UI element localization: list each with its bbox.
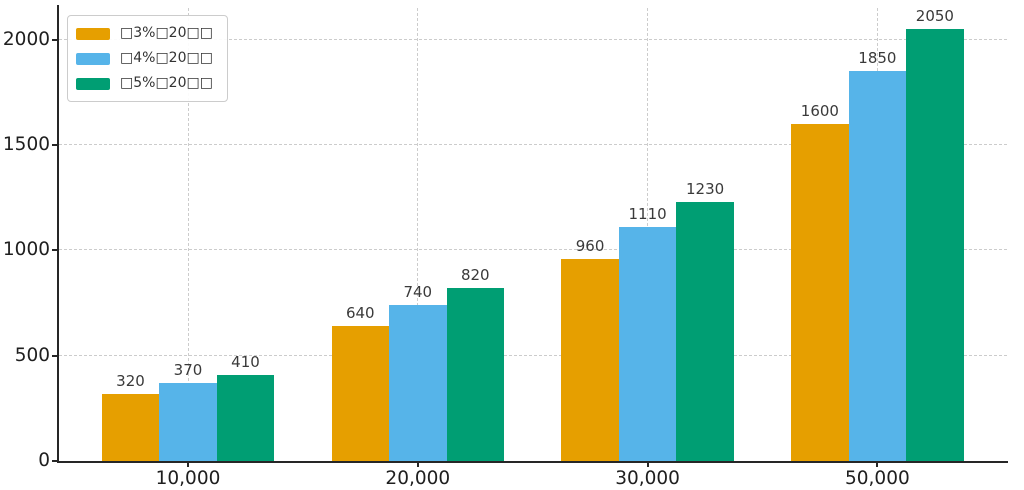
bar [446, 288, 505, 461]
bar-value-label: 640 [345, 304, 375, 323]
x-tick-label: 20,000 [385, 468, 451, 489]
legend-item: □5%□20□□ [76, 74, 213, 93]
x-tick-label: 50,000 [845, 468, 910, 489]
y-tick-mark [52, 460, 58, 462]
bar [791, 123, 849, 461]
bar [101, 393, 160, 461]
legend-item: □3%□20□□ [76, 24, 213, 43]
bar-value-label: 2050 [915, 7, 954, 26]
legend-label: □3%□20□□ [120, 25, 213, 41]
bar [216, 374, 275, 461]
legend-swatch [76, 27, 110, 40]
bar-value-label: 1850 [858, 49, 897, 68]
bar-value-label: 960 [575, 236, 605, 255]
y-tick-mark [52, 38, 58, 41]
gridline-vertical [417, 8, 419, 461]
bar [618, 227, 677, 461]
gridline-horizontal [59, 38, 1007, 40]
gridline-horizontal [59, 354, 1007, 356]
x-tick-mark [187, 461, 189, 467]
y-tick-mark [52, 354, 58, 357]
bar-value-label: 410 [231, 352, 260, 371]
bar [906, 29, 964, 461]
y-tick-label: 1500 [2, 133, 50, 155]
y-tick-label: 2000 [2, 28, 50, 50]
legend-item: □4%□20□□ [76, 49, 213, 68]
bar [331, 326, 390, 461]
y-tick-mark [52, 143, 58, 146]
legend-label: □4%□20□□ [120, 50, 213, 66]
gridline-vertical [187, 8, 189, 461]
legend-swatch [76, 77, 110, 90]
x-tick-mark [646, 461, 649, 467]
bar [159, 383, 217, 461]
y-tick-label: 0 [38, 450, 50, 471]
gridline-horizontal [59, 249, 1007, 251]
bar [848, 71, 907, 461]
bar [561, 258, 619, 461]
legend: □3%□20□□ □4%□20□□ □5%□20□□ [67, 15, 228, 102]
bar-value-label: 1230 [686, 179, 725, 198]
gridline-horizontal [59, 143, 1007, 145]
y-tick-label: 500 [14, 344, 50, 366]
bar-value-label: 370 [173, 361, 203, 380]
bar-value-label: 1600 [800, 101, 839, 120]
bar-value-label: 320 [116, 371, 145, 390]
bar-value-label: 740 [403, 283, 433, 302]
bar [676, 201, 734, 461]
bar-value-label: 1110 [628, 205, 667, 224]
y-tick-mark [52, 249, 58, 252]
legend-swatch [76, 52, 110, 65]
x-tick-mark [876, 461, 879, 467]
x-tick-label: 30,000 [615, 468, 680, 489]
bar-value-label: 820 [460, 266, 490, 285]
x-axis-spine [57, 461, 1008, 463]
x-tick-mark [416, 461, 419, 467]
x-tick-label: 10,000 [155, 468, 221, 489]
y-axis-spine [57, 5, 59, 462]
legend-label: □5%□20□□ [120, 75, 213, 91]
bar [389, 305, 447, 461]
y-tick-label: 1000 [2, 239, 50, 261]
